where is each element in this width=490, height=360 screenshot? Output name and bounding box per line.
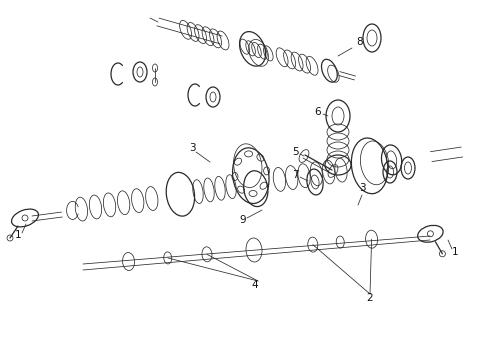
Text: 8: 8 [357, 37, 363, 47]
Text: 7: 7 [292, 170, 298, 180]
Text: 1: 1 [15, 230, 21, 240]
Text: 4: 4 [252, 280, 258, 290]
Text: 9: 9 [240, 215, 246, 225]
Text: 3: 3 [189, 143, 196, 153]
Text: 1: 1 [452, 247, 458, 257]
Text: 6: 6 [315, 107, 321, 117]
Text: 2: 2 [367, 293, 373, 303]
Text: 3: 3 [359, 183, 366, 193]
Text: 5: 5 [292, 147, 298, 157]
